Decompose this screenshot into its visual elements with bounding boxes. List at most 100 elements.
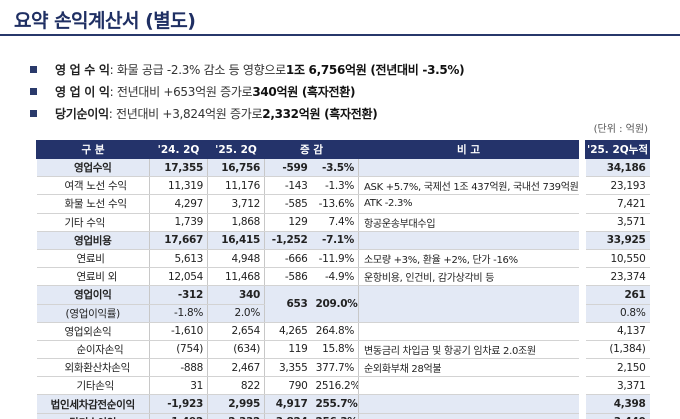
value-2024-2q: 17,667: [149, 231, 208, 250]
square-bullet-icon: [30, 110, 37, 117]
table-row: 34,186: [585, 158, 650, 178]
value-2024-2q: -1,492: [149, 413, 208, 419]
value-cumulative: 3,371: [585, 376, 650, 396]
row-note: ASK +5.7%, 국제선 1조 437억원, 국내선 739억원: [358, 176, 579, 196]
value-2024-2q: -1,923: [149, 394, 208, 414]
change-rate: -4.9%: [311, 267, 359, 287]
bullet-text: : 화물 공급 -2.3% 감소 등 영향으로: [109, 62, 287, 77]
header-item: 구 분: [36, 140, 150, 159]
summary-bullets: 영 업 수 익 : 화물 공급 -2.3% 감소 등 영향으로 1조 6,756…: [30, 58, 465, 124]
bullet-label: 영 업 수 익: [55, 62, 110, 77]
table-row: 23,374: [585, 267, 650, 287]
value-cumulative: 3,571: [585, 213, 650, 232]
bullet-revenue: 영 업 수 익 : 화물 공급 -2.3% 감소 등 영향으로 1조 6,756…: [30, 58, 465, 80]
change-rate: -13.6%: [311, 194, 359, 214]
table-row: 외화환산차손익 -888 2,467 3,355 377.7% 순외화부채 28억불: [36, 358, 579, 378]
table-row: 33,925: [585, 231, 650, 250]
change-amount: 3,824: [264, 413, 312, 419]
value-cumulative: 23,374: [585, 267, 650, 287]
value-2025-2q: 11,176: [207, 176, 265, 196]
value-cumulative: 34,186: [585, 158, 650, 178]
change-rate: -3.5%: [311, 158, 359, 178]
change-amount: -1,252: [264, 231, 312, 250]
bullet-net-income: 당기순이익 : 전년대비 +3,824억원 증가로 2,332억원 (흑자전환): [30, 102, 464, 124]
row-label: 기타손익: [36, 376, 150, 396]
value-2024-2q: -1,610: [149, 322, 208, 341]
table-row: 영업수익 17,355 16,756 -599 -3.5%: [36, 158, 579, 178]
change-rate: 256.3%: [311, 413, 359, 419]
square-bullet-icon: [30, 66, 37, 73]
bullet-operating-income: 영 업 이 익 : 전년대비 +653억원 증가로 340억원 (흑자전환): [30, 80, 464, 102]
bullet-highlight: 2,332억원 (흑자전환): [262, 106, 378, 121]
header-2025-2q: '25. 2Q: [207, 140, 265, 159]
value-2025-2q: 2.0%: [207, 304, 265, 323]
change-rate: 255.7%: [311, 394, 359, 414]
table-row: 영업이익 -312 340 653 209.0%: [36, 285, 579, 323]
table-row: 당기순이익-1,4922,3323,824256.3%: [36, 413, 579, 419]
change-amount: -599: [264, 158, 312, 178]
value-2025-2q: (634): [207, 340, 265, 360]
change-rate: 377.7%: [311, 358, 359, 378]
row-note: 소모량 +3%, 환율 +2%, 단가 -16%: [358, 249, 579, 269]
row-label: 순이자손익: [36, 340, 150, 360]
header-note: 비 고: [358, 140, 580, 159]
row-note: 운항비용, 인건비, 감가상각비 등: [358, 267, 579, 287]
change-rate: 209.0%: [311, 285, 359, 323]
change-amount: 790: [264, 376, 312, 396]
value-cumulative: 2,150: [585, 358, 650, 378]
row-note: ATK -2.3%: [358, 194, 579, 214]
row-label: (영업이익률): [36, 304, 150, 323]
value-cumulative: 23,193: [585, 176, 650, 196]
table-row: 3,571: [585, 213, 650, 232]
table-row: 261: [585, 285, 650, 305]
table-row: 7,421: [585, 194, 650, 214]
title-divider: [0, 34, 680, 36]
change-rate: -1.3%: [311, 176, 359, 196]
value-2025-2q: 3,712: [207, 194, 265, 214]
page-title: 요약 손익계산서 (별도): [14, 10, 196, 32]
bullet-highlight: 340억원 (흑자전환): [252, 84, 356, 99]
row-note: [358, 158, 579, 178]
value-2024-2q: 4,297: [149, 194, 208, 214]
row-note: [358, 376, 579, 396]
change-amount: 4,917: [264, 394, 312, 414]
value-2025-2q: 822: [207, 376, 265, 396]
change-amount: -143: [264, 176, 312, 196]
value-2024-2q: 12,054: [149, 267, 208, 287]
change-rate: 2516.2%: [311, 376, 359, 396]
value-2024-2q: 31: [149, 376, 208, 396]
row-label: 영업수익: [36, 158, 150, 178]
table-row: 화물 노선 수익 4,297 3,712 -585 -13.6% ATK -2.3%: [36, 194, 579, 214]
value-cumulative: 261: [585, 285, 650, 305]
change-amount: 4,265: [264, 322, 312, 341]
table-row: 23,193: [585, 176, 650, 196]
value-2025-2q: 16,415: [207, 231, 265, 250]
row-label: 당기순이익: [36, 413, 150, 419]
value-2025-2q: 2,467: [207, 358, 265, 378]
value-2025-2q: 2,332: [207, 413, 265, 419]
value-2025-2q: 340: [207, 285, 265, 305]
row-label: 영업이익: [36, 285, 150, 305]
change-amount: 3,355: [264, 358, 312, 378]
table-row: 0.8%: [585, 304, 650, 323]
header-change: 증 감: [263, 140, 360, 159]
row-note: [358, 285, 579, 323]
row-note: [358, 394, 579, 414]
row-note: 항공운송부대수입: [358, 213, 579, 232]
table-row: 기타 수익 1,739 1,868 129 7.4% 항공운송부대수입: [36, 213, 579, 232]
change-rate: -7.1%: [311, 231, 359, 250]
table-row: 2,150: [585, 358, 650, 378]
cumulative-body: 34,186 23,193 7,421 3,571 33,925 10,550 23,374…: [585, 158, 650, 419]
value-2024-2q: 5,613: [149, 249, 208, 269]
change-rate: 15.8%: [311, 340, 359, 360]
value-2025-2q: 1,868: [207, 213, 265, 232]
table-body: 영업수익 17,355 16,756 -599 -3.5% 여객 노선 수익 11,319 1…: [36, 158, 579, 419]
table-row: (1,384): [585, 340, 650, 360]
table-row: 연료비 외 12,054 11,468 -586 -4.9% 운항비용, 인건비, 감가상…: [36, 267, 579, 287]
square-bullet-icon: [30, 88, 37, 95]
table-row: 4,137: [585, 322, 650, 341]
table-row: 연료비 5,613 4,948 -666 -11.9% 소모량 +3%, 환율 +2%, …: [36, 249, 579, 269]
change-amount: 129: [264, 213, 312, 232]
value-2025-2q: 11,468: [207, 267, 265, 287]
table-row: 법인세차감전순이익 -1,923 2,995 4,917 255.7%: [36, 394, 579, 414]
